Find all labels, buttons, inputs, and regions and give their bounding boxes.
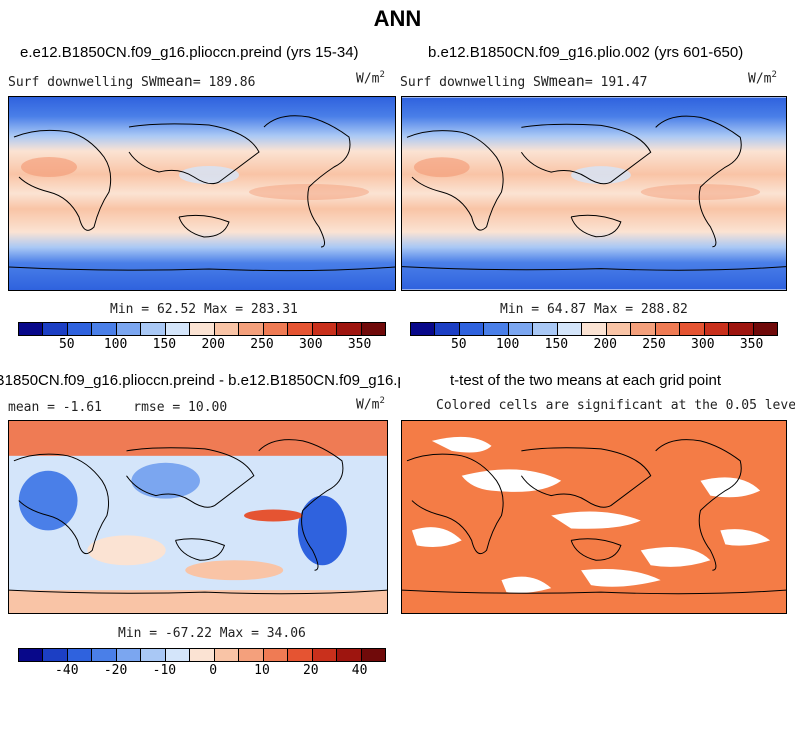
panel-2-colorbar-swatch <box>435 323 460 335</box>
panel-2-colorbar-swatch <box>557 323 583 335</box>
panel-3-colorbar-tick-label: -20 <box>103 663 128 678</box>
panel-3-colorbar-swatch <box>288 649 313 661</box>
panel-3-colorbar-tick-label: 10 <box>254 663 270 678</box>
panel-2-colorbar-tick-label: 50 <box>450 337 467 352</box>
panel-2-colorbar-tick-label: 300 <box>691 337 715 352</box>
panel-2-colorbar-swatch <box>704 323 730 335</box>
panel-3-map-svg <box>9 421 387 613</box>
panel-1-colorbar-swatch <box>361 323 386 335</box>
panel-1-colorbar-tick-label: 200 <box>201 337 225 352</box>
panel-3-colorbar-swatch <box>337 649 362 661</box>
panel-3-colorbar-swatch <box>239 649 264 661</box>
panel-1-map <box>8 96 396 291</box>
panel-3-colorbar-swatch <box>92 649 117 661</box>
panel-3-colorbar-swatch <box>312 649 338 661</box>
panel-3-colorbar-swatch <box>116 649 142 661</box>
panel-3-colorbar-swatch <box>214 649 240 661</box>
panel-2-colorbar-swatch <box>582 323 607 335</box>
panel-1-colorbar-swatch <box>43 323 68 335</box>
panel-2-colorbar-swatch <box>631 323 656 335</box>
panel-3-colorbar <box>18 648 386 662</box>
panel-1-units: W/m2 <box>356 70 385 87</box>
panel-1-colorbar-swatch <box>19 323 44 335</box>
panel-1-map-svg <box>9 97 395 290</box>
panel-3-stats: mean = -1.61 rmse = 10.00 <box>8 400 228 415</box>
panel-1-colorbar-swatch <box>116 323 142 335</box>
panel-1-colorbar-swatch <box>165 323 191 335</box>
panel-2-units: W/m2 <box>748 70 777 87</box>
panel-3-colorbar-swatch <box>190 649 215 661</box>
panel-3-colorbar-tick-label: 40 <box>351 663 368 678</box>
panel-4-subtitle: Colored cells are significant at the 0.0… <box>436 398 795 413</box>
panel-1-colorbar-swatch <box>67 323 93 335</box>
panel-3-colorbar-swatch <box>141 649 166 661</box>
panel-1-colorbar-swatch <box>92 323 117 335</box>
panel-2-variable: Surf downwelling SWmean= 191.47 <box>400 72 648 90</box>
panel-1-colorbar-tick-label: 250 <box>250 337 274 352</box>
panel-3-title: e.e12.B1850CN.f09_g16.plioccn.preind - b… <box>0 372 400 389</box>
panel-2-colorbar-swatch <box>729 323 754 335</box>
panel-1-colorbar-tick-label: 50 <box>58 337 75 352</box>
panel-3-minmax: Min = -67.22 Max = 34.06 <box>118 626 306 641</box>
panel-2-colorbar-swatch <box>680 323 705 335</box>
panel-4-map-svg <box>402 421 786 613</box>
panel-2-title: b.e12.B1850CN.f09_g16.plio.002 (yrs 601-… <box>428 44 744 61</box>
panel-1-colorbar-tick-label: 100 <box>103 337 128 352</box>
panel-1-colorbar-swatch <box>337 323 362 335</box>
panel-2-colorbar <box>410 322 778 336</box>
panel-1-colorbar-swatch <box>288 323 313 335</box>
panel-2-map-svg <box>402 97 786 290</box>
panel-2-colorbar-swatch <box>533 323 558 335</box>
panel-1-minmax: Min = 62.52 Max = 283.31 <box>110 302 298 317</box>
main-title: ANN <box>373 6 422 31</box>
panel-1-colorbar-tick-label: 350 <box>347 337 372 352</box>
panel-3-colorbar-tick-label: 20 <box>302 663 319 678</box>
panel-1-colorbar-swatch <box>239 323 264 335</box>
panel-3-units: W/m2 <box>356 396 385 413</box>
panel-1-colorbar-swatch <box>214 323 240 335</box>
panel-1-colorbar-tick-label: 150 <box>152 337 177 352</box>
panel-1-colorbar-tick-label: 300 <box>299 337 323 352</box>
panel-3-colorbar-tick-label: 0 <box>209 663 218 678</box>
panel-1-title: e.e12.B1850CN.f09_g16.plioccn.preind (yr… <box>20 44 359 61</box>
panel-4-title: t-test of the two means at each grid poi… <box>450 372 721 389</box>
panel-1-colorbar-swatch <box>312 323 338 335</box>
panel-2-colorbar-tick-label: 200 <box>593 337 617 352</box>
panel-2-colorbar-tick-label: 100 <box>495 337 520 352</box>
panel-3-title-clip: e.e12.B1850CN.f09_g16.plioccn.preind - b… <box>0 372 400 394</box>
panel-2-map <box>401 96 787 291</box>
panel-1-colorbar <box>18 322 386 336</box>
panel-1-variable: Surf downwelling SWmean= 189.86 <box>8 72 256 90</box>
panel-3-colorbar-swatch <box>43 649 68 661</box>
panel-2-colorbar-swatch <box>655 323 681 335</box>
panel-2-colorbar-tick-label: 250 <box>642 337 666 352</box>
panel-2-colorbar-tick-label: 350 <box>739 337 764 352</box>
panel-3-colorbar-swatch <box>67 649 93 661</box>
panel-3-colorbar-swatch <box>361 649 386 661</box>
panel-2-colorbar-swatch <box>484 323 509 335</box>
panel-1-colorbar-swatch <box>263 323 289 335</box>
panel-3-colorbar-swatch <box>263 649 289 661</box>
panel-1-colorbar-swatch <box>190 323 215 335</box>
panel-2-colorbar-swatch <box>411 323 436 335</box>
panel-1-colorbar-swatch <box>141 323 166 335</box>
panel-3-colorbar-tick-label: -10 <box>152 663 177 678</box>
panel-2-colorbar-swatch <box>606 323 632 335</box>
panel-3-colorbar-tick-label: -40 <box>55 663 79 678</box>
panel-2-colorbar-swatch <box>753 323 778 335</box>
panel-2-minmax: Min = 64.87 Max = 288.82 <box>500 302 688 317</box>
panel-2-colorbar-swatch <box>459 323 485 335</box>
panel-2-colorbar-tick-label: 150 <box>544 337 569 352</box>
panel-3-colorbar-swatch <box>165 649 191 661</box>
panel-3-colorbar-swatch <box>19 649 44 661</box>
panel-4-map <box>401 420 787 614</box>
panel-2-colorbar-swatch <box>508 323 534 335</box>
panel-3-map <box>8 420 388 614</box>
